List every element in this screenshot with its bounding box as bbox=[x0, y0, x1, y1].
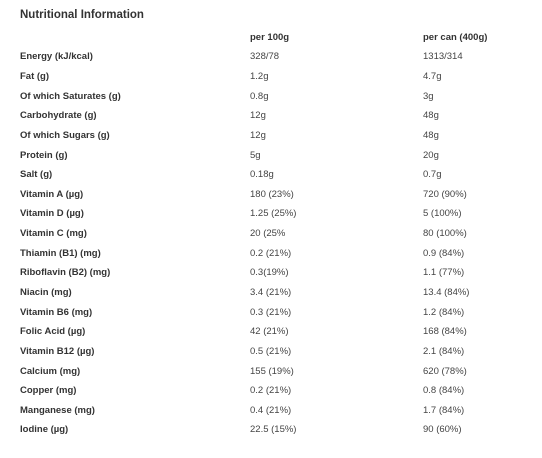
value-per-can: 4.7g bbox=[423, 70, 442, 82]
table-row: Vitamin B6 (mg) 0.3 (21%) 1.2 (84%) bbox=[20, 302, 530, 322]
value-per-can: 0.7g bbox=[423, 169, 442, 181]
nutrient-name: Energy (kJ/kcal) bbox=[20, 51, 93, 63]
nutrient-name: Vitamin D (µg) bbox=[20, 208, 84, 220]
value-per-100g: 0.8g bbox=[250, 90, 269, 102]
table-row: Riboflavin (B2) (mg) 0.3(19%) 1.1 (77%) bbox=[20, 263, 530, 283]
value-per-can: 5 (100%) bbox=[423, 208, 462, 220]
value-per-can: 13.4 (84%) bbox=[423, 287, 470, 298]
nutrient-name: Fat (g) bbox=[20, 70, 50, 82]
table-row: Of which Sugars (g) 12g 48g bbox=[20, 126, 530, 146]
table-row: Iodine (µg) 22.5 (15%) 90 (60%) bbox=[20, 420, 530, 440]
nutrient-name: Calcium (mg) bbox=[20, 365, 81, 377]
table-row: Vitamin B12 (µg) 0.5 (21%) 2.1 (84%) bbox=[20, 342, 530, 362]
value-per-can: 48g bbox=[423, 110, 439, 122]
nutrient-name: Niacin (mg) bbox=[20, 287, 72, 298]
section-title: Nutritional Information bbox=[20, 9, 144, 21]
value-per-100g: 12g bbox=[250, 110, 266, 122]
value-per-can: 0.9 (84%) bbox=[423, 247, 465, 259]
table-row: Niacin (mg) 3.4 (21%) 13.4 (84%) bbox=[20, 283, 530, 303]
value-per-can: 168 (84%) bbox=[423, 326, 467, 338]
value-per-can: 20g bbox=[423, 149, 439, 161]
table-row: Carbohydrate (g) 12g 48g bbox=[20, 106, 530, 126]
value-per-100g: 5g bbox=[250, 149, 261, 161]
table-row: Vitamin C (mg) 20 (25% 80 (100%) bbox=[20, 224, 530, 244]
nutrition-table: per 100g per can (400g) Energy (kJ/kcal)… bbox=[20, 27, 530, 440]
value-per-100g: 0.3(19%) bbox=[250, 267, 289, 279]
nutrient-name: Vitamin B12 (µg) bbox=[20, 345, 95, 357]
value-per-can: 720 (90%) bbox=[423, 188, 467, 200]
value-per-100g: 0.5 (21%) bbox=[250, 345, 292, 357]
value-per-100g: 12g bbox=[250, 129, 266, 141]
table-row: Energy (kJ/kcal) 328/78 1313/314 bbox=[20, 47, 530, 67]
value-per-can: 2.1 (84%) bbox=[423, 345, 465, 357]
header-per-can: per can (400g) bbox=[423, 31, 488, 43]
value-per-100g: 180 (23%) bbox=[250, 188, 294, 200]
value-per-100g: 0.4 (21%) bbox=[250, 404, 292, 416]
header-nutrient bbox=[20, 27, 250, 47]
value-per-can: 90 (60%) bbox=[423, 424, 462, 436]
table-row: Vitamin D (µg) 1.25 (25%) 5 (100%) bbox=[20, 204, 530, 224]
nutrient-name: Carbohydrate (g) bbox=[20, 110, 97, 122]
value-per-can: 1.2 (84%) bbox=[423, 306, 465, 318]
value-per-100g: 0.18g bbox=[250, 169, 274, 181]
nutrient-name: Thiamin (B1) (mg) bbox=[20, 247, 101, 259]
nutrient-name: Iodine (µg) bbox=[20, 424, 69, 436]
table-row: Salt (g) 0.18g 0.7g bbox=[20, 165, 530, 185]
value-per-100g: 1.25 (25%) bbox=[250, 208, 297, 220]
value-per-can: 0.8 (84%) bbox=[423, 385, 465, 397]
nutrient-name: Copper (mg) bbox=[20, 385, 77, 397]
value-per-100g: 0.2 (21%) bbox=[250, 247, 292, 259]
nutrient-name: Vitamin A (µg) bbox=[20, 188, 84, 200]
table-row: Fat (g) 1.2g 4.7g bbox=[20, 67, 530, 87]
nutrient-name: Riboflavin (B2) (mg) bbox=[20, 267, 111, 279]
table-row: Thiamin (B1) (mg) 0.2 (21%) 0.9 (84%) bbox=[20, 243, 530, 263]
table-row: Manganese (mg) 0.4 (21%) 1.7 (84%) bbox=[20, 401, 530, 421]
table-row: Vitamin A (µg) 180 (23%) 720 (90%) bbox=[20, 184, 530, 204]
value-per-can: 1313/314 bbox=[423, 51, 463, 63]
table-row: Folic Acid (µg) 42 (21%) 168 (84%) bbox=[20, 322, 530, 342]
table-row: Calcium (mg) 155 (19%) 620 (78%) bbox=[20, 361, 530, 381]
value-per-100g: 42 (21%) bbox=[250, 326, 289, 338]
nutrient-name: Of which Sugars (g) bbox=[20, 129, 110, 141]
value-per-100g: 3.4 (21%) bbox=[250, 287, 292, 298]
value-per-100g: 0.3 (21%) bbox=[250, 306, 292, 318]
value-per-100g: 1.2g bbox=[250, 70, 269, 82]
table-row: Of which Saturates (g) 0.8g 3g bbox=[20, 86, 530, 106]
value-per-can: 3g bbox=[423, 90, 434, 102]
value-per-100g: 22.5 (15%) bbox=[250, 424, 297, 436]
nutrient-name: Protein (g) bbox=[20, 149, 68, 161]
value-per-100g: 328/78 bbox=[250, 51, 280, 63]
table-header-row: per 100g per can (400g) bbox=[20, 27, 530, 47]
value-per-can: 48g bbox=[423, 129, 439, 141]
nutrient-name: Folic Acid (µg) bbox=[20, 326, 86, 338]
value-per-can: 620 (78%) bbox=[423, 365, 467, 377]
nutrient-name: Of which Saturates (g) bbox=[20, 90, 121, 102]
value-per-can: 1.1 (77%) bbox=[423, 267, 465, 279]
value-per-100g: 0.2 (21%) bbox=[250, 385, 292, 397]
table-row: Protein (g) 5g 20g bbox=[20, 145, 530, 165]
table-row: Copper (mg) 0.2 (21%) 0.8 (84%) bbox=[20, 381, 530, 401]
nutrient-name: Manganese (mg) bbox=[20, 404, 95, 416]
header-per-100g: per 100g bbox=[250, 31, 290, 43]
nutrient-name: Vitamin C (mg) bbox=[20, 228, 87, 240]
value-per-can: 80 (100%) bbox=[423, 228, 467, 240]
value-per-can: 1.7 (84%) bbox=[423, 404, 465, 416]
nutrient-name: Salt (g) bbox=[20, 169, 53, 181]
nutrient-name: Vitamin B6 (mg) bbox=[20, 306, 93, 318]
value-per-100g: 155 (19%) bbox=[250, 365, 294, 377]
value-per-100g: 20 (25% bbox=[250, 228, 286, 240]
